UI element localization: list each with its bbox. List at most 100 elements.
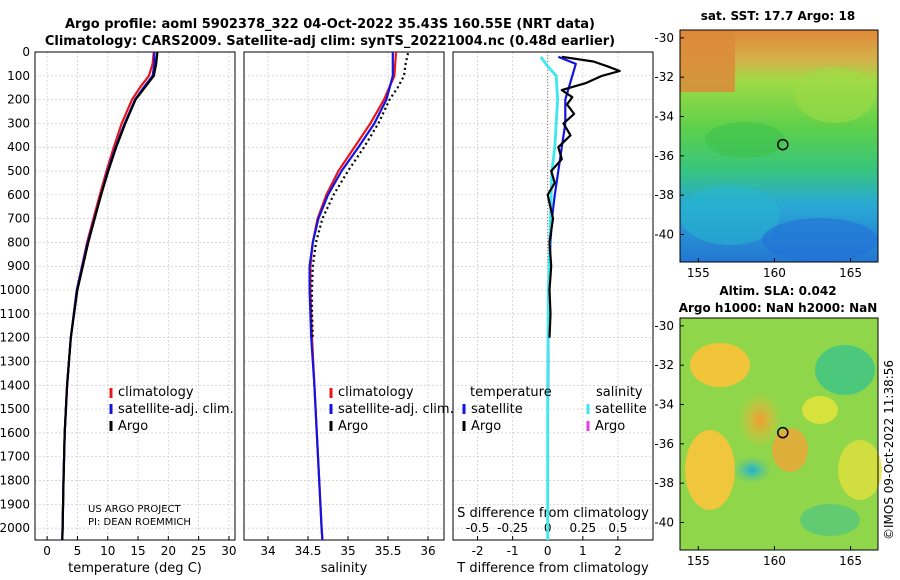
argo-position-marker	[777, 138, 789, 151]
legend-label-satellite: satellite-adj. clim.	[118, 402, 234, 417]
x-tick-label: 35	[340, 544, 355, 558]
sst-map-frame	[679, 29, 879, 263]
axes-frame	[34, 51, 236, 541]
depth-tick-label: 1200	[0, 331, 30, 345]
depth-tick-label: 1900	[0, 497, 30, 511]
sla-map-title-1: Altim. SLA: 0.042	[719, 284, 836, 298]
top-x-tick-label: 0.25	[569, 521, 596, 535]
sla-map: Altim. SLA: 0.042 Argo h1000: NaN h2000:…	[654, 284, 882, 568]
top-x-tick-label: 0.5	[608, 521, 627, 535]
x-axis-label: T difference from climatology	[456, 561, 649, 576]
depth-tick-label: 1700	[0, 450, 30, 464]
x-tick-label: 30	[221, 544, 236, 558]
depth-tick-label: 1800	[0, 473, 30, 487]
x-tick-label: 2	[614, 544, 622, 558]
salinity-panel: 34 34.5 35 35.5 36 salinity	[243, 51, 445, 576]
depth-tick-label: 800	[7, 235, 30, 249]
sla-map-title-2: Argo h1000: NaN h2000: NaN	[679, 301, 878, 315]
difference-legend: temperature salinity satellite Argo sate…	[462, 385, 647, 434]
sla-map-frame	[679, 317, 879, 551]
x-tick-label: 1	[579, 544, 587, 558]
top-x-tick-label: -0.5	[466, 521, 489, 535]
top-x-axis-label: S difference from climatology	[457, 506, 649, 521]
legend-label-sal-argo: Argo	[595, 419, 625, 434]
project-line-1: US ARGO PROJECT	[88, 504, 182, 515]
series-line-argo	[61, 51, 159, 541]
x-tick-label: 20	[161, 544, 176, 558]
sla-patch	[800, 504, 860, 536]
x-tick-label: 0	[544, 544, 552, 558]
x-tick-label: 34.5	[295, 544, 322, 558]
depth-tick-label: 700	[7, 212, 30, 226]
legend-label-argo: Argo	[338, 419, 368, 434]
legend-label-sal-satellite: satellite	[595, 402, 647, 417]
depth-tick-label: 1500	[0, 402, 30, 416]
x-tick-label: 25	[191, 544, 206, 558]
lon-tick-label: 155	[687, 266, 710, 280]
x-tick-label: 10	[100, 544, 115, 558]
axes-frame	[452, 51, 654, 541]
depth-tick-label: 500	[7, 164, 30, 178]
argo-position-marker	[777, 426, 789, 439]
salinity-legend: climatology satellite-adj. clim. Argo	[329, 385, 454, 434]
credit-stamp: ©IMOS 09-Oct-2022 11:38:56	[882, 360, 896, 540]
lat-tick-label: -30	[654, 31, 674, 45]
legend-label-climatology: climatology	[338, 385, 414, 400]
sla-patch	[685, 430, 735, 510]
lat-tick-label: -40	[654, 515, 674, 529]
lat-tick-label: -40	[654, 227, 674, 241]
sst-patch	[680, 185, 780, 245]
lon-tick-label: 160	[763, 554, 786, 568]
depth-tick-label: 1600	[0, 426, 30, 440]
depth-tick-label: 2000	[0, 521, 30, 535]
lon-tick-label: 155	[687, 554, 710, 568]
x-tick-label: 0	[43, 544, 51, 558]
lat-tick-label: -36	[654, 437, 674, 451]
lat-tick-label: -32	[654, 358, 674, 372]
legend-title-salinity: salinity	[596, 385, 643, 400]
lat-tick-label: -36	[654, 149, 674, 163]
depth-tick-label: 1400	[0, 378, 30, 392]
lat-tick-label: -34	[654, 110, 674, 124]
series-line-salinity-satellite	[539, 55, 559, 540]
series-line-satellite-adj--clim-	[308, 52, 394, 541]
sst-patch	[705, 122, 785, 158]
sla-patch	[815, 345, 875, 395]
lon-tick-label: 165	[839, 554, 862, 568]
sla-map-axes: 155 160 165 -30 -32 -34 -36 -38 -40	[654, 319, 862, 568]
sst-map-axes: 155 160 165 -30 -32 -34 -36 -38 -40	[654, 31, 862, 280]
x-tick-label: -1	[507, 544, 519, 558]
depth-tick-label: 100	[7, 69, 30, 83]
lon-tick-label: 165	[839, 266, 862, 280]
sst-patch	[795, 67, 875, 123]
depth-tick-label: 1300	[0, 354, 30, 368]
x-tick-label: 35.5	[375, 544, 402, 558]
sst-map-title: sat. SST: 17.7 Argo: 18	[701, 9, 855, 23]
project-line-2: PI: DEAN ROEMMICH	[88, 517, 191, 528]
temperature-legend: climatology satellite-adj. clim. Argo	[109, 385, 234, 434]
depth-tick-label: 200	[7, 93, 30, 107]
sla-patch	[802, 396, 838, 424]
series-line-temperature-argo	[546, 55, 621, 338]
x-tick-label: 5	[74, 544, 82, 558]
title-line-1: Argo profile: aoml 5902378_322 04-Oct-20…	[65, 17, 595, 32]
sla-patch	[838, 440, 882, 500]
axes-frame	[243, 51, 445, 541]
lat-tick-label: -30	[654, 319, 674, 333]
difference-panel: -2 -1 0 1 2 T difference from climatology -0.5…	[452, 51, 654, 576]
depth-tick-label: 1100	[0, 307, 30, 321]
depth-tick-label: 300	[7, 116, 30, 130]
depth-tick-label: 600	[7, 188, 30, 202]
lat-tick-label: -34	[654, 398, 674, 412]
legend-title-temperature: temperature	[470, 385, 552, 400]
title-line-2: Climatology: CARS2009. Satellite-adj cli…	[45, 34, 615, 49]
depth-tick-label: 1000	[0, 283, 30, 297]
depth-tick-label: 900	[7, 259, 30, 273]
sla-patch	[738, 392, 782, 448]
x-tick-label: -2	[472, 544, 484, 558]
legend-label-satellite: satellite-adj. clim.	[338, 402, 454, 417]
series-line-climatology	[309, 51, 398, 541]
sst-warm-patch	[680, 30, 735, 92]
lat-tick-label: -38	[654, 188, 674, 202]
